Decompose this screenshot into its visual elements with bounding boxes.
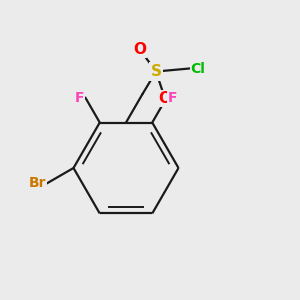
Text: S: S <box>151 64 161 79</box>
Text: O: O <box>158 91 172 106</box>
Text: Br: Br <box>28 176 46 190</box>
Text: F: F <box>168 91 178 105</box>
Text: O: O <box>133 41 146 56</box>
Text: Cl: Cl <box>190 61 206 76</box>
Text: F: F <box>74 91 84 105</box>
